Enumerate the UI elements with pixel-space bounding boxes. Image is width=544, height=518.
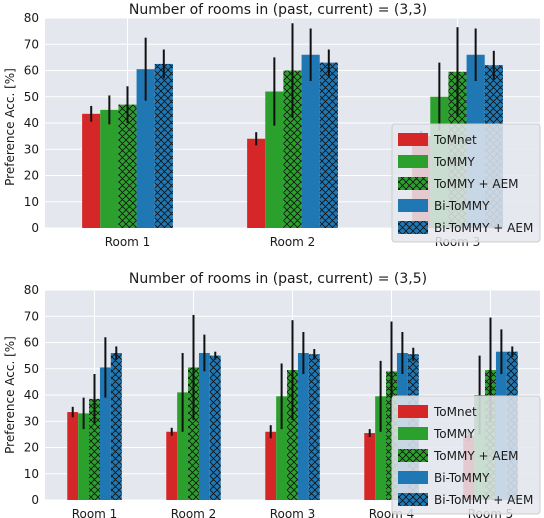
chart-title: Number of rooms in (past, current) = (3,…: [129, 2, 427, 18]
bar-hatch: [110, 353, 122, 500]
y-tick-label: 40: [24, 388, 39, 402]
y-tick-label: 80: [24, 283, 39, 297]
legend-swatch: [398, 155, 428, 168]
bar: [265, 91, 284, 228]
y-tick-label: 70: [24, 37, 39, 51]
legend-swatch: [398, 199, 428, 212]
y-tick-label: 60: [24, 64, 39, 78]
bar: [276, 396, 288, 500]
y-tick-label: 60: [24, 336, 39, 350]
legend-label: ToMMY + AEM: [433, 177, 519, 191]
legend: ToMnet ToMMY ToMMY + AEM Bi-ToMMY Bi-ToMMY +…: [391, 395, 541, 515]
legend-swatch: [398, 427, 428, 440]
x-tick-label: Room 1: [72, 507, 118, 518]
y-axis-label: Preference Acc. [%]: [3, 336, 17, 454]
legend-label: Bi-ToMMY: [434, 199, 490, 213]
bar-hatch: [308, 354, 320, 500]
bar: [166, 431, 178, 500]
legend-swatch: [398, 405, 428, 418]
legend-swatch: [398, 471, 428, 484]
bar: [136, 69, 155, 228]
bar: [78, 413, 90, 500]
bar: [301, 54, 320, 228]
legend-swatch-hatch: [398, 449, 428, 462]
bar-hatch: [283, 70, 302, 228]
legend-label: Bi-ToMMY: [434, 471, 490, 485]
bar: [265, 431, 277, 500]
bar: [67, 412, 79, 500]
y-tick-label: 30: [24, 142, 39, 156]
x-tick-label: Room 3: [270, 507, 316, 518]
chart-title: Number of rooms in (past, current) = (3,…: [129, 271, 427, 287]
bar: [247, 138, 266, 228]
y-tick-label: 40: [24, 116, 39, 130]
legend-label: ToMMY: [433, 155, 475, 169]
bar: [100, 109, 119, 228]
legend-label: ToMnet: [433, 133, 477, 147]
y-tick-label: 30: [24, 414, 39, 428]
y-tick-label: 10: [24, 467, 39, 481]
x-tick-label: Room 2: [171, 507, 217, 518]
bar-hatch: [188, 367, 199, 500]
bar-hatch: [319, 62, 338, 228]
y-tick-label: 80: [24, 11, 39, 25]
bar-hatch: [154, 63, 173, 228]
legend-swatch-hatch: [398, 493, 428, 506]
y-axis-label: Preference Acc. [%]: [3, 68, 17, 186]
y-tick-label: 50: [24, 90, 39, 104]
bar-hatch: [209, 355, 221, 500]
legend-box: [391, 395, 541, 515]
y-tick-label: 50: [24, 362, 39, 376]
y-tick-label: 0: [31, 493, 39, 507]
bar: [364, 433, 376, 500]
y-tick-label: 70: [24, 309, 39, 323]
chart-bottom: Number of rooms in (past, current) = (3,…: [3, 271, 541, 518]
y-tick-label: 20: [24, 169, 39, 183]
y-tick-label: 10: [24, 195, 39, 209]
x-tick-label: Room 4: [369, 507, 415, 518]
bar: [177, 392, 189, 500]
legend-label: ToMMY: [433, 427, 475, 441]
y-tick-label: 20: [24, 441, 39, 455]
legend-swatch: [398, 133, 428, 146]
legend-label: Bi-ToMMY + AEM: [434, 221, 533, 235]
legend-label: ToMnet: [433, 405, 477, 419]
legend-box: [391, 123, 541, 243]
legend-swatch-hatch: [398, 221, 428, 234]
bar-hatch: [89, 398, 100, 500]
bar: [82, 113, 101, 228]
bar-hatch: [287, 370, 298, 500]
legend: ToMnet ToMMY ToMMY + AEM Bi-ToMMY Bi-ToMMY +…: [391, 123, 541, 243]
x-tick-label: Room 2: [270, 235, 316, 249]
legend-swatch-hatch: [398, 177, 428, 190]
bar: [297, 353, 309, 500]
bar-hatch: [118, 104, 137, 228]
bar: [198, 353, 210, 500]
x-tick-label: Room 1: [105, 235, 151, 249]
chart-top: Number of rooms in (past, current) = (3,…: [3, 2, 541, 249]
bar: [99, 367, 111, 500]
legend-label: Bi-ToMMY + AEM: [434, 493, 533, 507]
legend-label: ToMMY + AEM: [433, 449, 519, 463]
y-tick-label: 0: [31, 221, 39, 235]
bar: [375, 396, 387, 500]
